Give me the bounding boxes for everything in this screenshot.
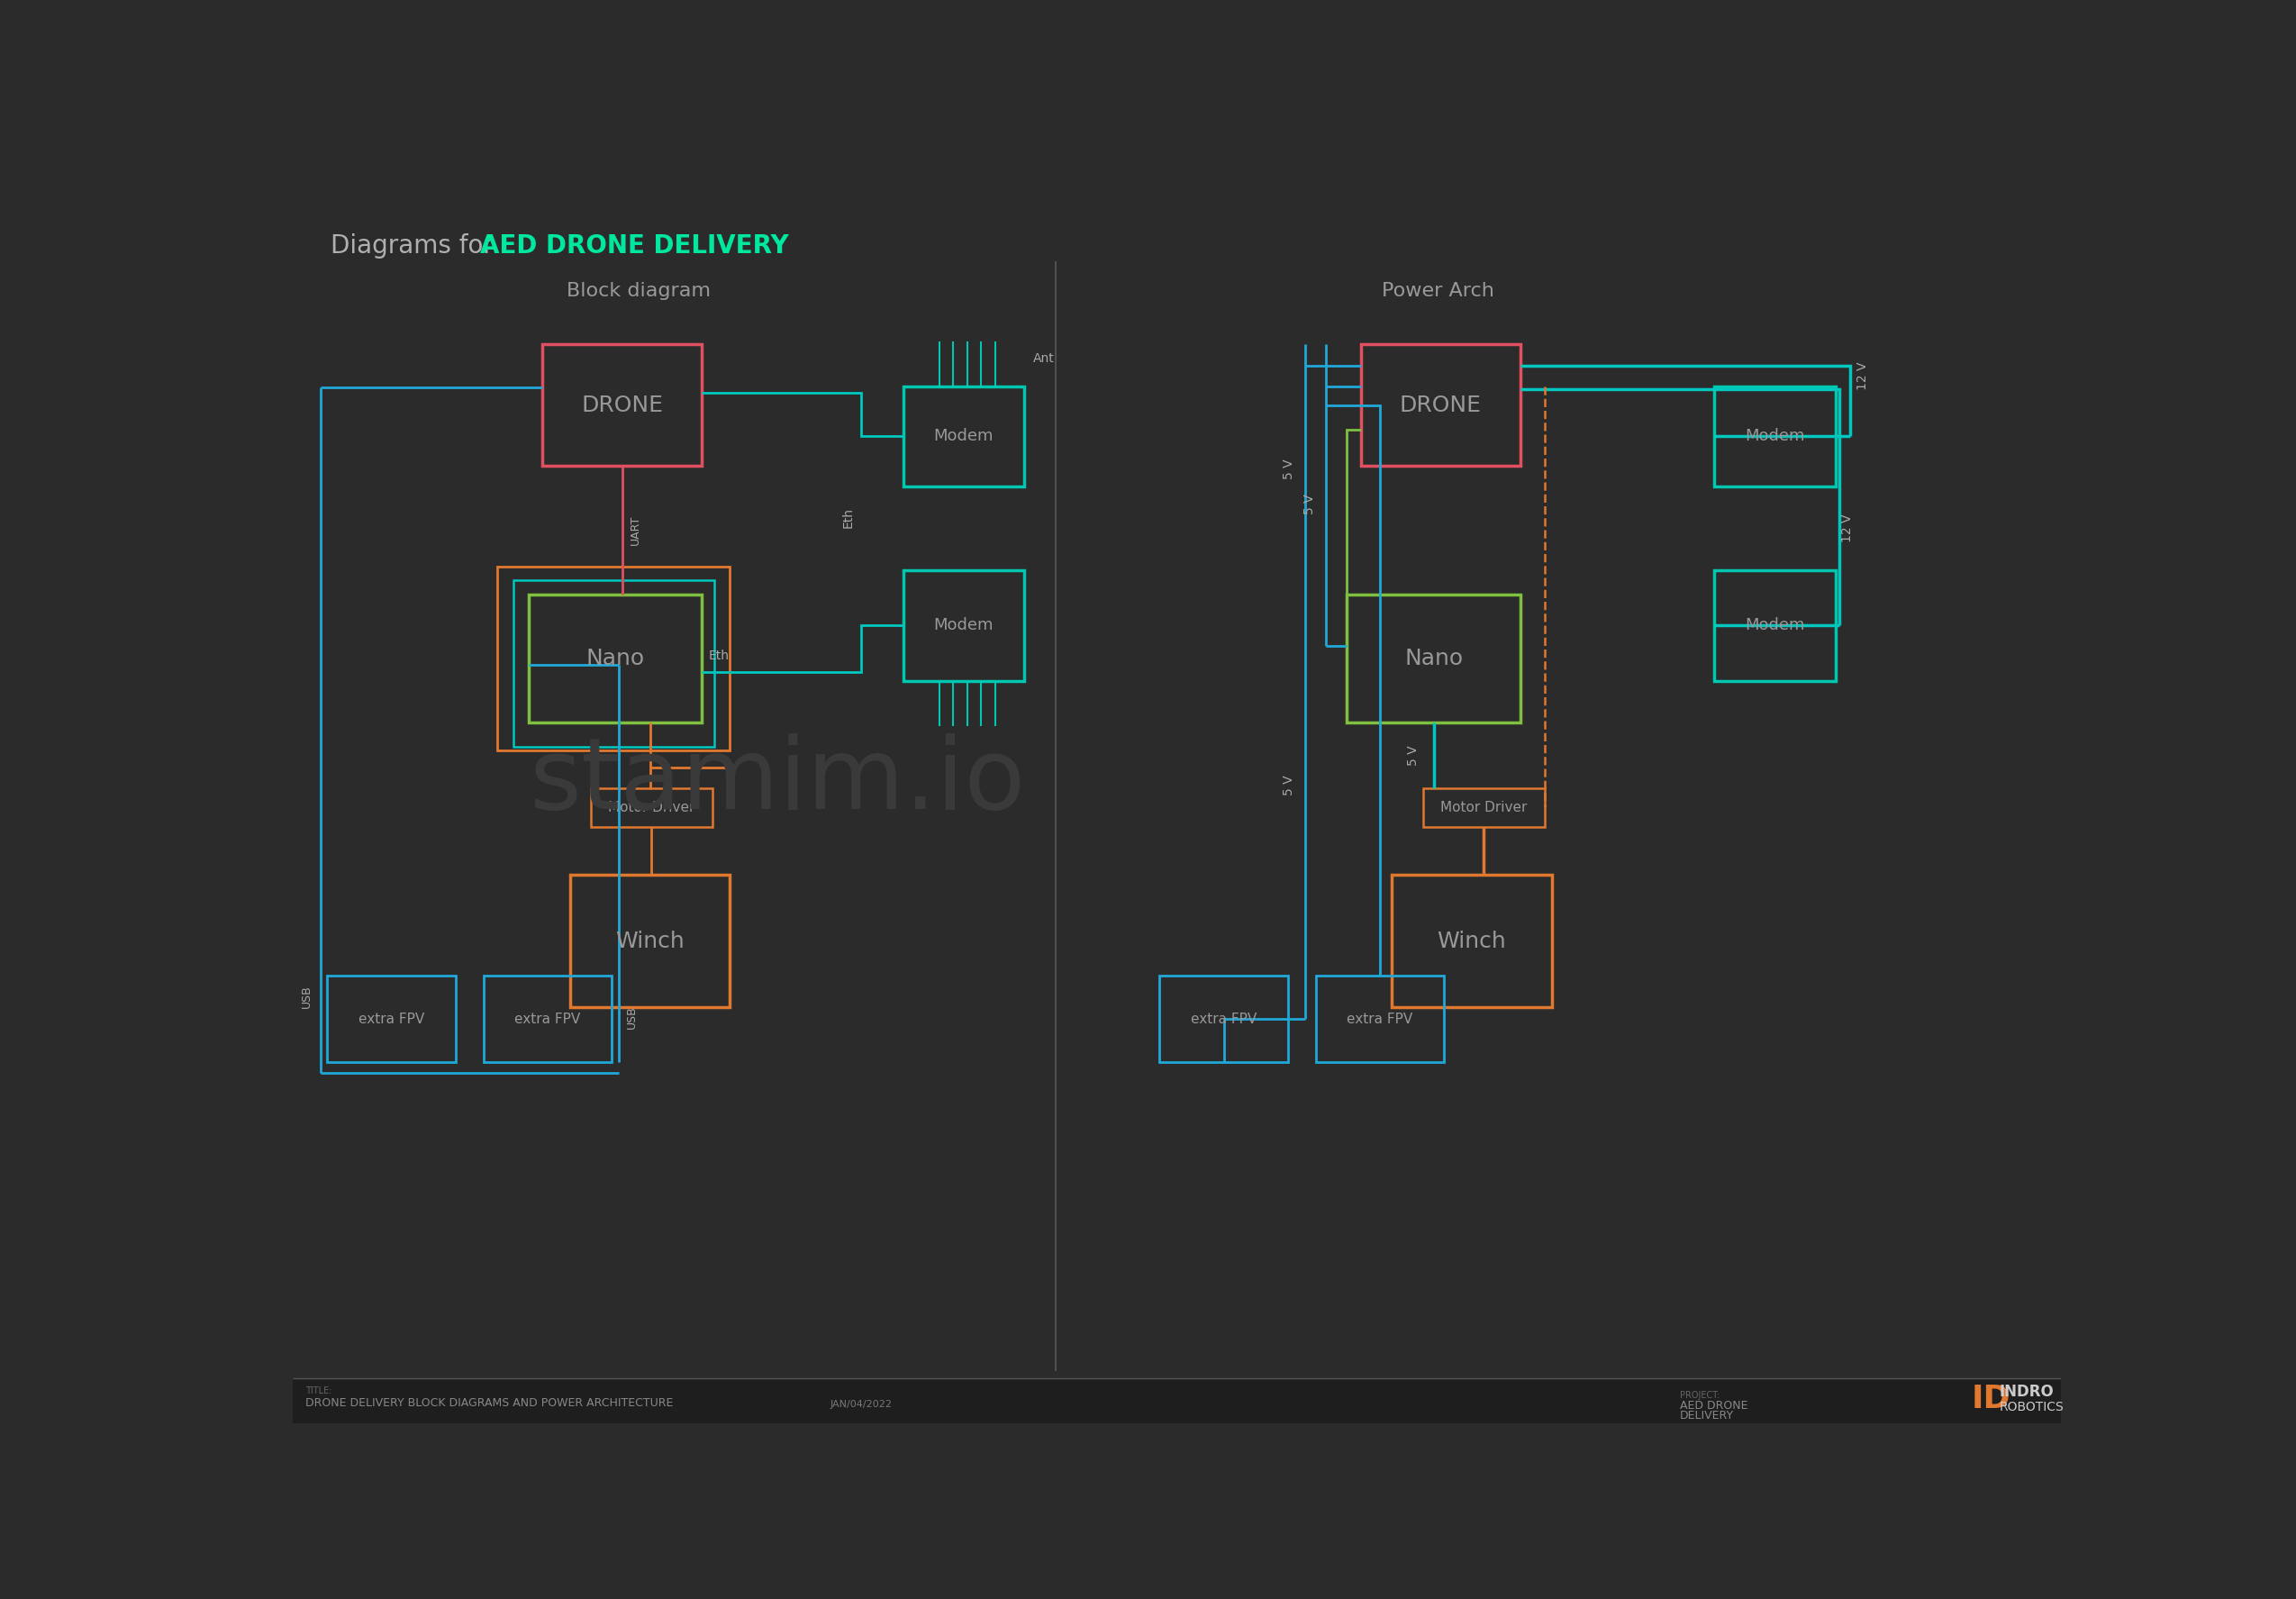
Text: extra FPV: extra FPV <box>1348 1012 1412 1027</box>
Text: stamim.io: stamim.io <box>530 734 1026 830</box>
Text: extra FPV: extra FPV <box>1192 1012 1256 1027</box>
Bar <box>514 580 714 747</box>
Text: TITLE:: TITLE: <box>305 1386 333 1396</box>
Text: Motor Driver: Motor Driver <box>1440 801 1527 814</box>
Text: Ant: Ant <box>1033 352 1054 365</box>
Text: PROJECT:: PROJECT: <box>1681 1391 1720 1399</box>
Text: Winch: Winch <box>615 931 684 951</box>
Text: Eth: Eth <box>843 507 854 528</box>
Bar <box>498 566 730 750</box>
Text: DELIVERY: DELIVERY <box>1681 1410 1733 1422</box>
Text: 5 V: 5 V <box>1283 459 1295 480</box>
Text: ID: ID <box>1972 1383 2011 1414</box>
Text: INDRO: INDRO <box>2000 1383 2053 1401</box>
Bar <box>1316 975 1444 1062</box>
Text: UART: UART <box>629 515 641 545</box>
Bar <box>569 875 730 1007</box>
Text: 5 V: 5 V <box>1283 776 1295 795</box>
Bar <box>1424 788 1545 827</box>
Bar <box>590 788 712 827</box>
Text: AED DRONE DELIVERY: AED DRONE DELIVERY <box>480 233 790 259</box>
Text: Diagrams for: Diagrams for <box>331 233 503 259</box>
Text: DRONE: DRONE <box>1401 395 1481 416</box>
Text: 12 V: 12 V <box>1841 515 1855 542</box>
Text: USB: USB <box>625 1006 638 1028</box>
Text: 5 V: 5 V <box>1304 494 1316 515</box>
Text: AED DRONE: AED DRONE <box>1681 1401 1747 1412</box>
Text: Modem: Modem <box>1745 429 1805 445</box>
Text: Winch: Winch <box>1437 931 1506 951</box>
Text: 12 V: 12 V <box>1857 361 1869 390</box>
Bar <box>1362 344 1520 465</box>
Bar <box>902 385 1024 486</box>
Text: Motor Driver: Motor Driver <box>608 801 696 814</box>
Bar <box>528 595 703 723</box>
Text: DRONE DELIVERY BLOCK DIAGRAMS AND POWER ARCHITECTURE: DRONE DELIVERY BLOCK DIAGRAMS AND POWER … <box>305 1398 673 1409</box>
Text: Nano: Nano <box>1405 648 1463 668</box>
Text: USB: USB <box>301 985 312 1007</box>
Text: Power Arch: Power Arch <box>1382 281 1495 301</box>
Text: Modem: Modem <box>934 429 994 445</box>
Text: Eth: Eth <box>709 649 730 662</box>
Bar <box>294 1378 2062 1423</box>
Text: Nano: Nano <box>585 648 645 668</box>
Bar <box>902 569 1024 681</box>
Bar <box>1348 595 1520 723</box>
Bar <box>328 975 455 1062</box>
Text: JAN/04/2022: JAN/04/2022 <box>831 1399 893 1409</box>
Text: extra FPV: extra FPV <box>514 1012 581 1027</box>
Bar <box>542 344 703 465</box>
Text: DRONE: DRONE <box>581 395 664 416</box>
Bar <box>1391 875 1552 1007</box>
Text: Modem: Modem <box>934 617 994 633</box>
Text: 5 V: 5 V <box>1407 745 1419 766</box>
Text: extra FPV: extra FPV <box>358 1012 425 1027</box>
Bar <box>1715 385 1837 486</box>
Text: ROBOTICS: ROBOTICS <box>2000 1401 2064 1414</box>
Text: Modem: Modem <box>1745 617 1805 633</box>
Bar <box>1715 569 1837 681</box>
Bar <box>1159 975 1288 1062</box>
Bar <box>484 975 611 1062</box>
Text: Block diagram: Block diagram <box>567 281 712 301</box>
